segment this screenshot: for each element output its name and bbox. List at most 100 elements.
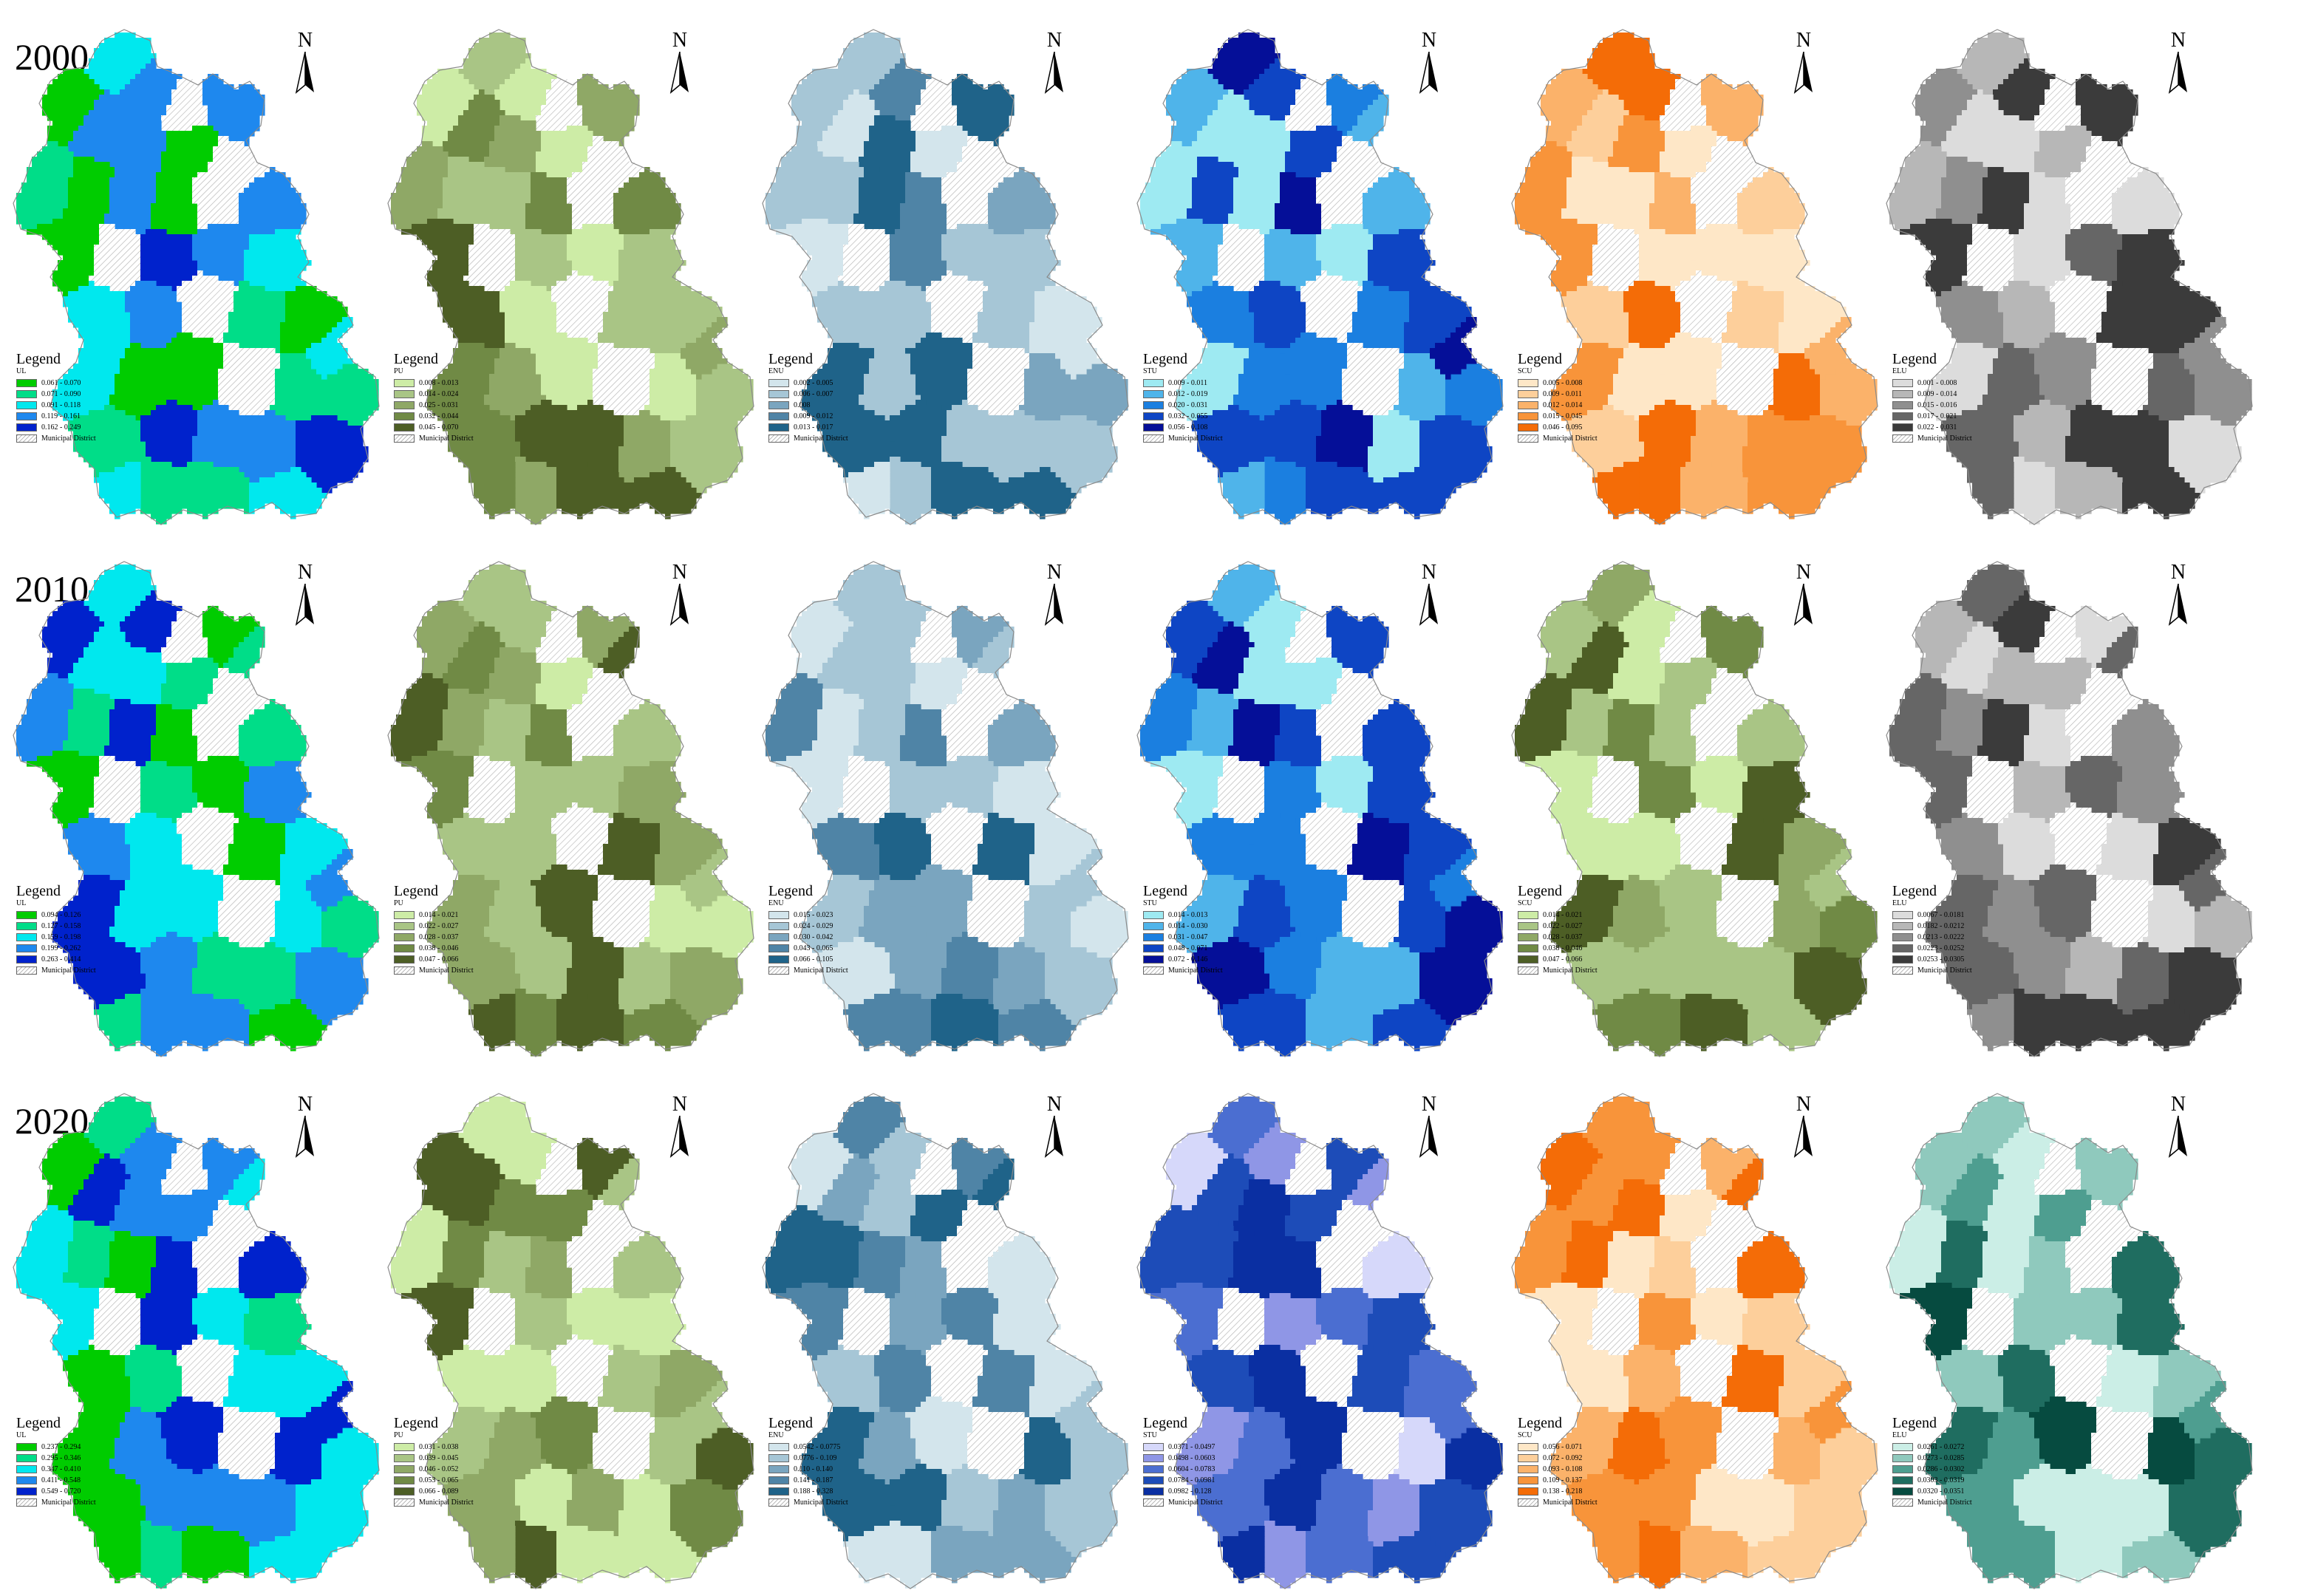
legend-swatch [394,1487,415,1496]
legend-swatch [394,379,415,387]
legend-swatch [16,379,37,387]
county-district [1742,1474,1795,1547]
legend-swatch [16,1487,37,1496]
legend-range: 0.012 - 0.019 [1168,390,1207,398]
legend-hatch-swatch [768,434,789,443]
choropleth-map [1879,547,2254,1064]
legend-municipal-label: Municipal District [1168,966,1223,975]
legend-hatch-swatch [1143,434,1164,443]
legend-swatch [768,933,789,941]
legend-swatch [1518,911,1538,919]
north-arrow-icon [1043,584,1066,628]
legend-swatch [394,1476,415,1484]
legend-item: 0.002 - 0.005 [768,378,931,389]
legend-swatch [768,412,789,420]
legend-variable: ENU [768,899,931,908]
legend-item: 0.549 - 0.720 [16,1486,179,1497]
north-label: N [2160,562,2197,584]
legend-hatch-swatch [1892,434,1913,443]
legend-swatch [1143,955,1164,964]
county-district [27,751,100,829]
legend-item: 0.039 - 0.045 [394,1453,556,1464]
municipal-district [1342,1407,1405,1480]
legend-swatch [394,922,415,930]
county-district [1275,704,1322,767]
legend-range: 0.237 - 0.294 [41,1443,81,1451]
municipal-district [1716,1407,1779,1480]
choropleth-map [755,15,1131,532]
legend-range: 0.013 - 0.017 [794,423,833,432]
county-district [618,761,686,824]
legend-variable: UL [16,899,179,908]
municipal-district [967,1407,1030,1480]
legend-municipal-label: Municipal District [1543,966,1598,975]
legend-range: 0.005 - 0.008 [1543,379,1582,387]
legend-swatch [1518,1465,1538,1473]
county-district [1742,761,1810,824]
legend-variable: ENU [768,1431,931,1440]
legend-range: 0.030 - 0.042 [794,933,833,941]
legend-item: 0.138 - 0.218 [1518,1486,1680,1497]
county-district [1150,751,1224,829]
legend-swatch [1143,1476,1164,1484]
legend-item: 0.159 - 0.198 [16,932,179,943]
north-arrow: N [1411,1094,1448,1167]
legend-range: 0.0253 - 0.0305 [1917,955,1964,964]
north-arrow: N [2160,30,2197,103]
legend-item: 0.032 - 0.055 [1143,411,1306,422]
legend-municipal-label: Municipal District [1168,434,1223,443]
legend-swatch [1892,423,1913,432]
county-district [618,1474,671,1547]
legend-swatch [1518,1487,1538,1496]
county-district [993,1293,1061,1356]
legend-swatch [1143,922,1164,930]
legend-item: 0.091 - 0.118 [16,400,179,411]
legend-item: 0.045 - 0.070 [394,422,556,433]
legend-item: 0.071 - 0.090 [16,389,179,400]
legend-swatch [16,390,37,398]
legend-item: 0.094 - 0.126 [16,910,179,921]
legend-title: Legend [1518,883,1680,899]
county-district [993,761,1061,824]
legend-swatch [1518,390,1538,398]
legend-range: 0.295 - 0.346 [41,1454,81,1462]
north-arrow-icon [294,1116,316,1160]
county-district [1900,219,1973,297]
legend-title: Legend [1892,1415,2055,1431]
legend-hatch-swatch [394,1498,415,1507]
north-arrow-icon [1793,52,1815,96]
legend-item-municipal: Municipal District [1892,965,2055,976]
legend-variable: PU [394,1431,556,1440]
legend-item: 0.009 - 0.012 [768,411,931,422]
north-arrow: N [287,562,324,635]
legend-swatch [1143,379,1164,387]
county-district [1275,1236,1322,1299]
legend-range: 0.0982 - 0.128 [1168,1487,1211,1496]
legend-hatch-swatch [1518,434,1538,443]
legend-range: 0.0498 - 0.0603 [1168,1454,1215,1462]
county-district [1275,172,1322,235]
legend-range: 0.038 - 0.046 [1543,944,1582,952]
legend-range: 0.159 - 0.198 [41,933,81,941]
legend-item: 0.109 - 0.137 [1518,1475,1680,1486]
legend-item: 0.015 - 0.016 [1892,400,2055,411]
legend-item: 0.141 - 0.187 [768,1475,931,1486]
legend-variable: UL [16,367,179,376]
county-district [618,1293,686,1356]
north-label: N [1411,30,1448,52]
legend-title: Legend [1143,351,1306,367]
legend-item: 0.014 - 0.030 [1143,921,1306,932]
county-district [151,172,198,235]
legend-range: 0.0784 - 0.0981 [1168,1476,1215,1484]
legend-item: 0.028 - 0.037 [1518,932,1680,943]
choropleth-map [1879,1079,2254,1596]
municipal-district [1342,343,1405,416]
legend-item: 0.053 - 0.065 [394,1475,556,1486]
